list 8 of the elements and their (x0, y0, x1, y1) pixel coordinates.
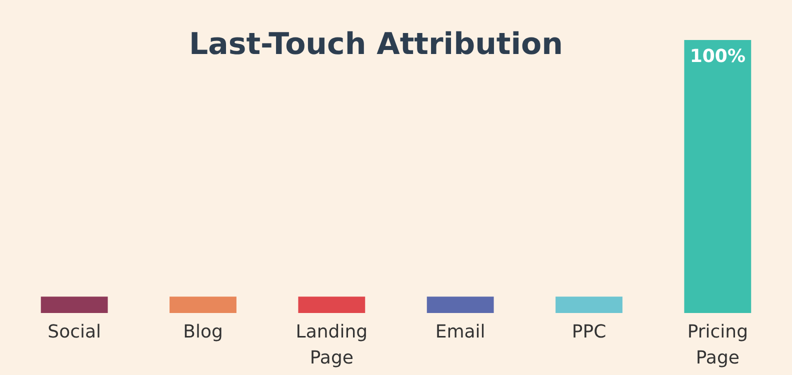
x-tick-label: PPC (572, 322, 606, 342)
x-tick-label: Pricing Page (687, 322, 748, 368)
data-label: 100% (690, 46, 746, 67)
x-tick-label: Landing Page (296, 322, 368, 368)
x-tick-label: Blog (183, 322, 223, 342)
x-tick-label: Social (48, 322, 102, 342)
chart-title: Last-Touch Attribution (188, 27, 564, 62)
x-tick-label: Email (435, 322, 486, 342)
